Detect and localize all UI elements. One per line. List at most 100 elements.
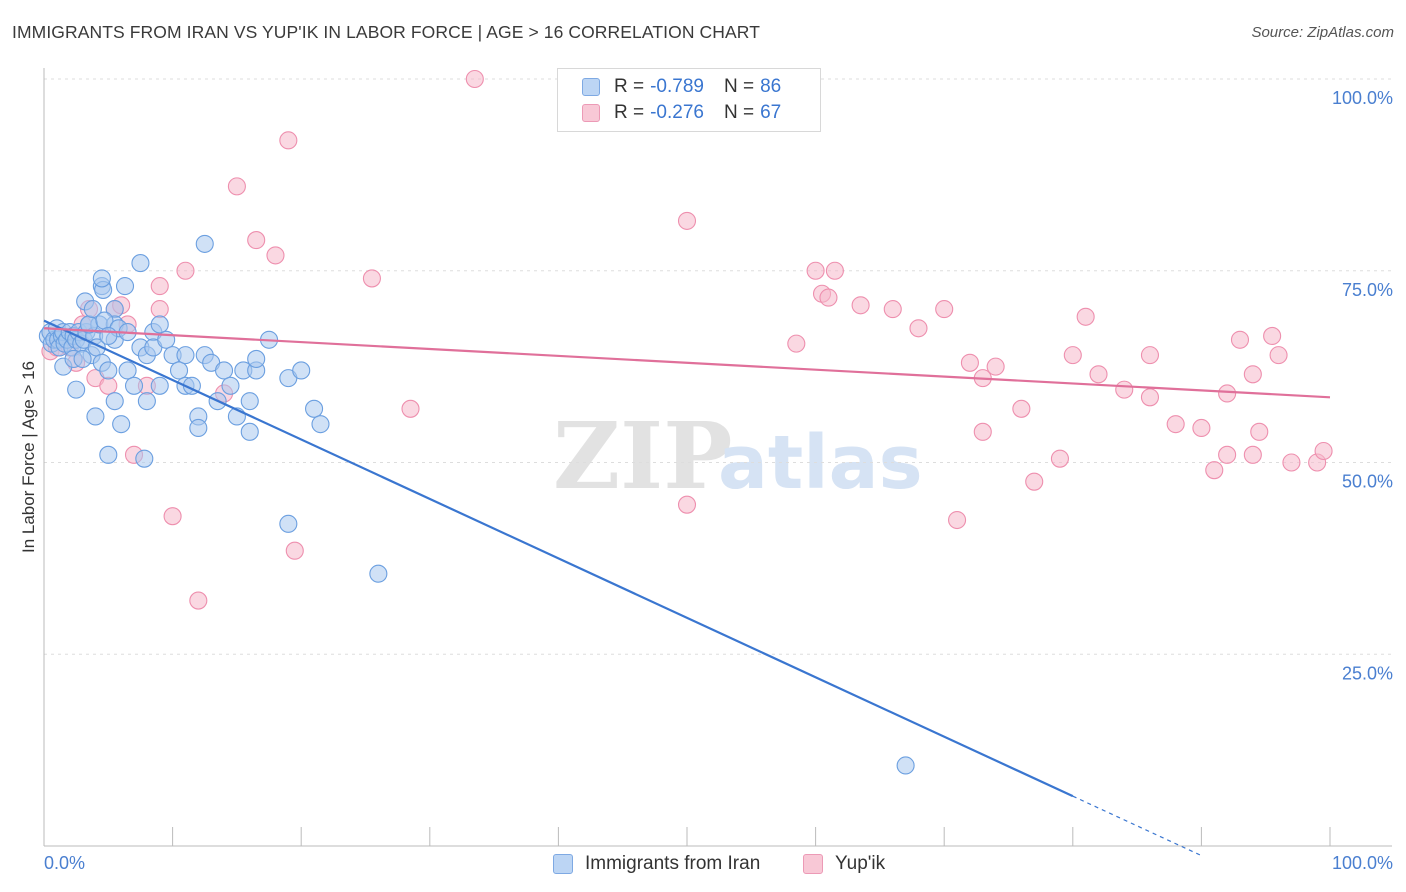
point-yupik (806, 261, 825, 280)
point-iran (240, 392, 259, 411)
watermark: ZIP atlas (553, 402, 923, 510)
point-yupik (1230, 330, 1250, 349)
point-yupik (163, 507, 182, 526)
y-tick-label: 100.0% (1332, 88, 1393, 108)
point-iran (279, 514, 298, 533)
point-yupik (851, 296, 870, 315)
point-iran (83, 300, 102, 319)
point-yupik (677, 211, 697, 230)
point-yupik (362, 269, 381, 288)
correlation-legend: R = -0.789 N = 86 R = -0.276 N = 67 (557, 68, 821, 132)
point-iran (247, 349, 266, 369)
point-yupik (247, 231, 266, 250)
legend-r-value: -0.789 (650, 76, 704, 97)
point-yupik (1140, 346, 1160, 365)
point-yupik (176, 261, 195, 280)
point-yupik (883, 300, 902, 319)
point-yupik (1282, 453, 1301, 472)
point-yupik (825, 261, 844, 280)
point-iran (195, 234, 214, 253)
point-iran (105, 392, 124, 411)
trendline-yupik (43, 327, 1331, 399)
point-yupik (465, 69, 484, 89)
point-iran (369, 564, 388, 583)
point-yupik (677, 495, 697, 514)
point-yupik (266, 246, 285, 265)
legend-r-value: -0.276 (650, 102, 704, 123)
point-yupik (1012, 399, 1031, 418)
point-yupik (1063, 346, 1082, 365)
y-tick-label: 25.0% (1342, 663, 1393, 683)
point-yupik (973, 422, 992, 441)
x-tick-label-min: 0.0% (44, 853, 85, 873)
chart-title: IMMIGRANTS FROM IRAN VS YUP'IK IN LABOR … (12, 22, 760, 42)
point-iran (189, 418, 208, 438)
point-yupik (1140, 388, 1160, 407)
legend-swatch-iran (582, 78, 600, 96)
legend-n-label: N = (723, 76, 755, 97)
point-yupik (150, 300, 169, 319)
point-yupik (1115, 380, 1134, 399)
point-yupik (1166, 415, 1185, 434)
bottom-legend-label-yupik: Yup'ik (835, 853, 886, 874)
point-iran (240, 422, 259, 441)
point-iran (214, 361, 234, 380)
point-iran (112, 415, 131, 434)
point-yupik (948, 510, 967, 530)
point-iran (115, 277, 135, 296)
y-tick-labels: 25.0% 50.0% 75.0% 100.0% (1332, 88, 1393, 683)
point-yupik (1250, 422, 1269, 441)
point-yupik (909, 319, 928, 338)
point-iran (67, 380, 86, 399)
point-yupik (935, 300, 954, 319)
point-yupik (1314, 441, 1333, 461)
point-yupik (1076, 307, 1095, 326)
point-yupik (1243, 365, 1262, 384)
point-iran (150, 376, 169, 395)
point-yupik (150, 277, 169, 296)
y-tick-label: 50.0% (1342, 472, 1393, 492)
bottom-legend-swatch-iran (553, 854, 573, 874)
legend-r-label: R = (614, 102, 645, 123)
legend-n-value: 67 (760, 102, 782, 123)
y-tick-label: 75.0% (1342, 280, 1393, 300)
legend-row-iran: R = -0.789 N = 86 (582, 75, 781, 99)
point-iran (92, 269, 111, 288)
trendline-iran (43, 319, 1074, 798)
watermark-zip: ZIP (553, 402, 732, 510)
point-iran (99, 445, 118, 464)
point-iran (99, 326, 118, 345)
legend-row-yupik: R = -0.276 N = 67 (582, 101, 781, 125)
point-yupik (1243, 445, 1262, 464)
y-axis-label: In Labor Force | Age > 16 (19, 361, 38, 553)
point-iran (311, 415, 330, 434)
point-yupik (960, 353, 979, 372)
point-yupik (1089, 365, 1108, 384)
trendline-iran-extension (1072, 795, 1202, 857)
point-yupik (1269, 346, 1288, 365)
bottom-legend-swatch-yupik (803, 854, 823, 874)
legend-r-label: R = (614, 76, 645, 97)
point-iran (176, 346, 195, 365)
point-yupik (401, 399, 420, 418)
point-yupik (189, 591, 208, 610)
point-iran (305, 399, 324, 418)
point-iran (124, 376, 144, 395)
point-iran (169, 361, 189, 380)
point-yupik (1218, 384, 1237, 403)
point-yupik (285, 541, 304, 560)
point-iran (118, 361, 137, 380)
point-yupik (227, 177, 246, 196)
chart-source: Source: ZipAtlas.com (1251, 24, 1394, 41)
point-yupik (1263, 326, 1282, 345)
axes (43, 68, 1392, 847)
point-iran (135, 449, 154, 468)
series-yupik-points (41, 69, 1333, 610)
bottom-legend-iran: Immigrants from Iran (553, 851, 760, 877)
point-yupik (1050, 449, 1069, 468)
point-yupik (1025, 472, 1044, 491)
point-yupik (279, 131, 298, 150)
point-yupik (787, 334, 806, 353)
legend-swatch-yupik (582, 104, 600, 122)
